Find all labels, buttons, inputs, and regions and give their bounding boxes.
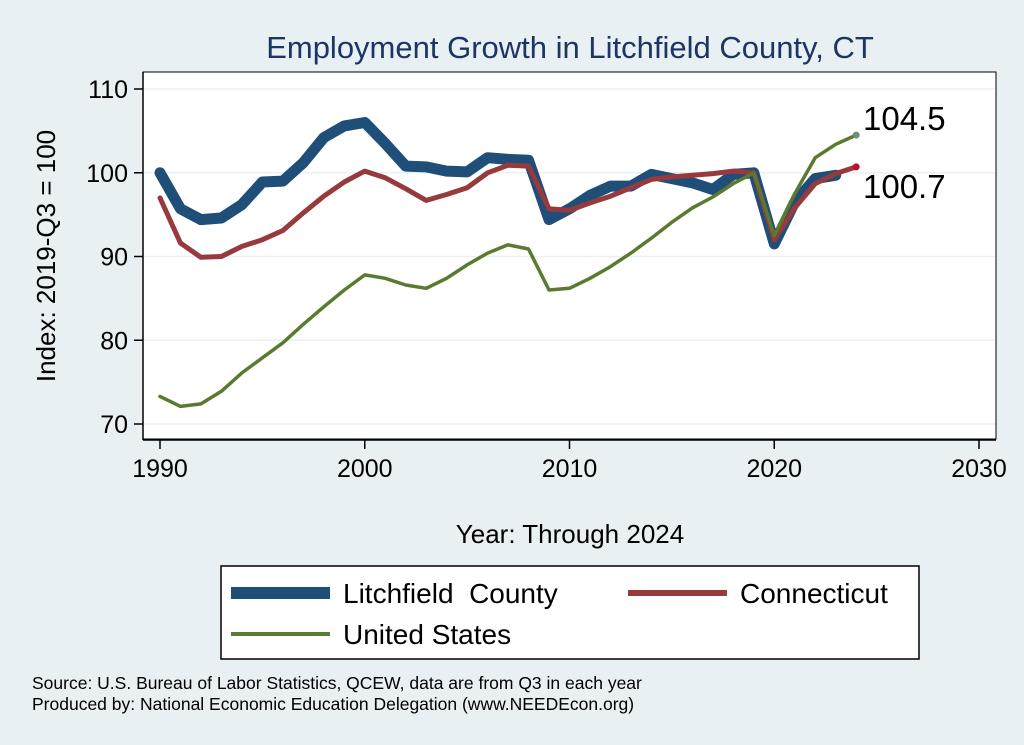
series-line-litchfield-county (154, 117, 842, 250)
series-line-united-states (158, 133, 858, 409)
chart-title: Employment Growth in Litchfield County, … (266, 30, 874, 65)
x-tick-label: 2010 (542, 455, 598, 483)
series-layer (154, 117, 859, 409)
y-axis-title: Index: 2019-Q3 = 100 (31, 130, 61, 382)
endpoint-layer (852, 131, 860, 171)
x-tick-label: 2000 (337, 455, 393, 483)
y-tick-label: 80 (100, 327, 128, 355)
legend: Litchfield County Connecticut United Sta… (220, 565, 920, 660)
endpoint-marker-united-states (852, 131, 860, 139)
legend-box (220, 565, 920, 660)
source-note: Source: U.S. Bureau of Labor Statistics,… (32, 673, 642, 693)
x-tick-label: 2020 (746, 455, 802, 483)
x-tick-label: 1990 (132, 455, 188, 483)
endpoint-marker-connecticut (852, 163, 860, 171)
legend-label-united-states: United States (343, 619, 511, 650)
y-tick-label: 100 (86, 160, 128, 188)
x-axis-title: Year: Through 2024 (456, 519, 684, 549)
x-ticks: 1990 2000 2010 2020 2030 (132, 440, 1007, 483)
producer-note: Produced by: National Economic Education… (32, 694, 634, 714)
y-tick-label: 90 (100, 244, 128, 272)
legend-label-connecticut: Connecticut (740, 578, 888, 609)
x-tick-label: 2030 (951, 455, 1007, 483)
y-tick-label: 70 (100, 411, 128, 439)
end-label-united-states: 104.5 (863, 100, 946, 137)
y-tick-label: 110 (88, 76, 128, 104)
y-ticks: 70 80 90 100 110 (86, 76, 143, 439)
series-line-connecticut (157, 162, 859, 260)
end-label-connecticut: 100.7 (863, 168, 946, 205)
legend-label-litchfield: Litchfield County (343, 578, 558, 609)
